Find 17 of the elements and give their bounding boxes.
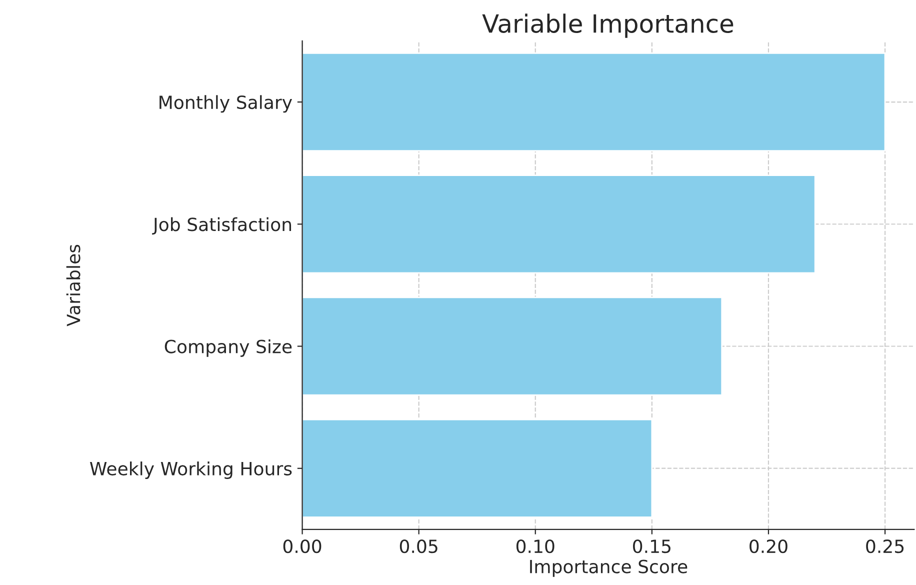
x-tick-label: 0.25	[866, 539, 904, 554]
chart-title: Variable Importance	[482, 14, 734, 38]
x-axis-title: Importance Score	[530, 560, 688, 577]
bar	[302, 418, 653, 518]
x-tick-label: 0.20	[750, 539, 788, 554]
y-tick-label: Job Satisfaction	[152, 217, 292, 235]
x-tick-label: 0.05	[400, 539, 438, 554]
bar	[302, 174, 816, 274]
x-tick-label: 0.15	[633, 539, 670, 554]
y-tick-label: Weekly Working Hours	[90, 462, 292, 479]
y-axis-title: Variables	[66, 244, 80, 326]
bar	[302, 296, 723, 396]
y-tick-label: Company Size	[164, 339, 292, 357]
y-tick-label: Monthly Salary	[160, 95, 292, 113]
x-tick-label: 0.00	[283, 539, 322, 554]
x-tick-label: 0.10	[516, 539, 554, 554]
bar	[302, 52, 886, 152]
